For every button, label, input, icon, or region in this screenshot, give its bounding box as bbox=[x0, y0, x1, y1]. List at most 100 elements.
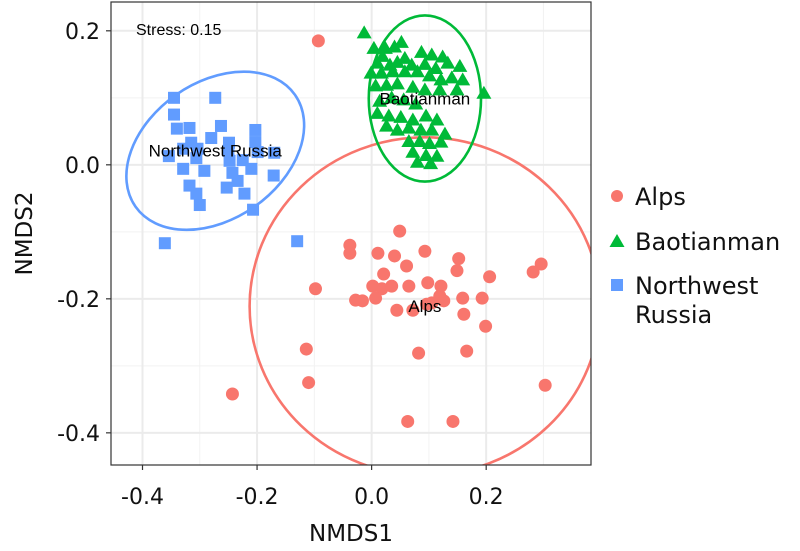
point-baotianman bbox=[424, 122, 440, 136]
point-alps bbox=[385, 279, 399, 293]
point-baotianman bbox=[379, 77, 395, 91]
point-alps bbox=[371, 246, 385, 260]
centroid-label-northwest-russia: Northwest Russia bbox=[149, 142, 283, 161]
point-northwest-russia bbox=[223, 154, 236, 167]
data-points bbox=[158, 25, 552, 428]
point-baotianman bbox=[408, 96, 424, 110]
point-baotianman bbox=[379, 118, 395, 132]
point-baotianman bbox=[384, 90, 400, 104]
point-baotianman bbox=[366, 40, 382, 54]
point-baotianman bbox=[385, 64, 401, 78]
point-northwest-russia bbox=[177, 142, 190, 155]
point-northwest-russia bbox=[249, 123, 262, 136]
point-northwest-russia bbox=[245, 162, 258, 175]
point-baotianman bbox=[433, 134, 449, 148]
plot-panel bbox=[111, 2, 591, 465]
legend-key-triangle-icon bbox=[609, 234, 625, 247]
point-alps bbox=[369, 291, 383, 305]
stress-annotation: Stress: 0.15 bbox=[136, 22, 221, 39]
x-tick-label: 0.2 bbox=[469, 485, 504, 510]
point-alps bbox=[402, 279, 416, 293]
legend-key-square-icon bbox=[611, 279, 623, 291]
point-baotianman bbox=[401, 133, 417, 147]
ellipse-alps bbox=[248, 136, 591, 465]
legend-label: Northwest bbox=[635, 272, 758, 300]
point-baotianman bbox=[393, 34, 409, 48]
point-baotianman bbox=[444, 70, 460, 84]
point-northwest-russia bbox=[291, 235, 304, 248]
point-baotianman bbox=[405, 144, 421, 158]
point-baotianman bbox=[452, 58, 468, 72]
point-alps bbox=[446, 414, 460, 428]
plot-border bbox=[110, 1, 592, 466]
x-axis-title: NMDS1 bbox=[309, 521, 393, 547]
point-baotianman bbox=[369, 105, 385, 119]
point-baotianman bbox=[387, 39, 403, 53]
point-northwest-russia bbox=[190, 152, 203, 165]
point-alps bbox=[457, 307, 471, 321]
x-tick-label: -0.2 bbox=[236, 485, 279, 510]
point-alps bbox=[401, 414, 415, 428]
point-northwest-russia bbox=[198, 164, 211, 177]
point-baotianman bbox=[397, 64, 413, 78]
point-baotianman bbox=[449, 82, 465, 96]
y-tick-label: -0.2 bbox=[57, 288, 100, 313]
legend-label: Baotianman bbox=[635, 228, 780, 256]
point-baotianman bbox=[476, 85, 492, 99]
centroid-labels: Alps Baotianman Northwest Russia bbox=[149, 89, 471, 316]
y-tick-label: 0.2 bbox=[65, 20, 100, 45]
point-alps bbox=[479, 319, 493, 333]
point-northwest-russia bbox=[222, 144, 235, 157]
point-northwest-russia bbox=[249, 136, 262, 149]
point-northwest-russia bbox=[191, 142, 204, 155]
point-alps bbox=[475, 291, 489, 305]
point-northwest-russia bbox=[251, 146, 264, 159]
point-baotianman bbox=[421, 135, 437, 149]
point-alps bbox=[390, 303, 404, 317]
point-baotianman bbox=[396, 92, 412, 106]
legend-key-circle-icon bbox=[611, 190, 623, 202]
point-baotianman bbox=[417, 56, 433, 70]
point-alps bbox=[421, 276, 435, 290]
point-northwest-russia bbox=[190, 187, 203, 200]
point-alps bbox=[534, 257, 548, 271]
point-alps bbox=[375, 282, 389, 296]
legend-item-alps: Alps bbox=[611, 183, 686, 211]
point-baotianman bbox=[381, 108, 397, 122]
point-baotianman bbox=[423, 156, 439, 170]
point-northwest-russia bbox=[183, 121, 196, 134]
point-northwest-russia bbox=[214, 119, 227, 132]
point-northwest-russia bbox=[168, 91, 181, 104]
point-alps bbox=[425, 296, 439, 310]
point-northwest-russia bbox=[220, 181, 233, 194]
point-alps bbox=[355, 294, 369, 308]
point-northwest-russia bbox=[158, 237, 171, 250]
point-alps bbox=[456, 291, 470, 305]
point-baotianman bbox=[356, 25, 372, 39]
point-baotianman bbox=[424, 47, 440, 61]
point-northwest-russia bbox=[231, 174, 244, 187]
point-alps bbox=[483, 270, 497, 284]
point-alps bbox=[377, 267, 391, 281]
centroid-label-baotianman: Baotianman bbox=[380, 89, 471, 108]
point-baotianman bbox=[363, 65, 379, 79]
point-baotianman bbox=[405, 79, 421, 93]
point-northwest-russia bbox=[268, 146, 281, 159]
point-baotianman bbox=[421, 68, 437, 82]
point-northwest-russia bbox=[209, 91, 222, 104]
point-alps bbox=[311, 34, 325, 48]
point-alps bbox=[400, 259, 414, 273]
point-baotianman bbox=[401, 120, 417, 134]
point-baotianman bbox=[409, 154, 425, 168]
point-alps bbox=[526, 265, 540, 279]
point-baotianman bbox=[440, 55, 456, 69]
x-tick-label: -0.4 bbox=[121, 485, 164, 510]
point-northwest-russia bbox=[205, 132, 218, 145]
point-northwest-russia bbox=[170, 122, 183, 135]
point-alps bbox=[460, 344, 474, 358]
centroid-label-alps: Alps bbox=[408, 297, 441, 316]
y-axis-title: NMDS2 bbox=[12, 192, 38, 276]
